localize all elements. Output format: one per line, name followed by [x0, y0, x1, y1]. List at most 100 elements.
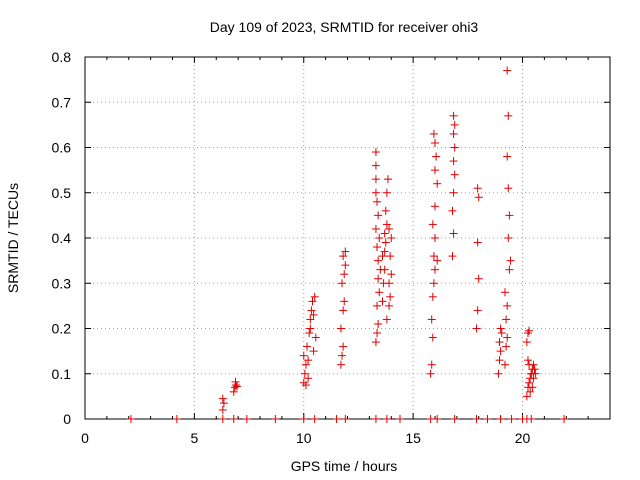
data-point — [336, 324, 345, 333]
data-point — [429, 129, 438, 138]
grid — [85, 57, 610, 419]
data-point — [305, 329, 314, 338]
data-point — [528, 383, 537, 392]
data-point — [450, 170, 459, 179]
data-point — [374, 211, 383, 220]
data-point — [381, 238, 390, 247]
data-point — [526, 387, 535, 396]
data-point — [431, 166, 439, 175]
x-tick-label: 15 — [405, 430, 421, 446]
data-point — [229, 415, 238, 423]
data-point — [522, 338, 531, 347]
data-point — [503, 301, 512, 310]
data-point — [341, 247, 350, 256]
data-point — [382, 188, 391, 197]
y-tick-label: 0.2 — [52, 321, 72, 337]
data-point — [385, 224, 394, 233]
data-point — [371, 415, 380, 423]
x-tick-label: 10 — [296, 430, 312, 446]
data-point — [309, 347, 318, 356]
data-point — [494, 369, 503, 378]
x-tick-label: 0 — [81, 430, 89, 446]
data-point — [472, 324, 481, 333]
data-point — [496, 347, 505, 356]
data-point — [449, 157, 458, 166]
y-tick-label: 0.5 — [52, 185, 72, 201]
data-point — [503, 152, 512, 161]
data-point — [385, 279, 394, 288]
data-point — [450, 120, 459, 129]
data-point — [371, 148, 380, 157]
data-point — [504, 184, 513, 193]
y-tick-label: 0.7 — [52, 94, 72, 110]
data-point — [433, 179, 442, 188]
data-point — [218, 415, 227, 423]
data-point — [381, 206, 390, 215]
data-point — [427, 315, 436, 324]
x-tick-label: 20 — [515, 430, 531, 446]
data-point — [431, 202, 439, 211]
data-point — [450, 143, 459, 152]
data-point — [495, 356, 504, 365]
data-point — [380, 247, 389, 256]
data-point — [339, 252, 348, 261]
y-tick-label: 0.4 — [52, 230, 72, 246]
data-point — [172, 415, 181, 423]
data-point — [387, 234, 396, 242]
data-point — [382, 220, 391, 229]
data-point — [218, 394, 227, 403]
data-point — [560, 415, 569, 423]
data-point — [431, 234, 439, 242]
data-point — [527, 415, 536, 423]
data-point — [503, 66, 512, 75]
data-point — [433, 256, 442, 265]
x-tick-label: 5 — [190, 430, 198, 446]
data-point — [230, 383, 239, 392]
data-point — [307, 306, 316, 315]
data-point — [382, 315, 391, 324]
data-point — [502, 315, 511, 324]
data-point — [373, 197, 382, 206]
data-point — [504, 111, 513, 120]
data-point — [339, 342, 348, 351]
data-point — [383, 175, 392, 184]
data-point — [496, 415, 505, 423]
data-point — [338, 279, 347, 288]
data-point — [340, 297, 349, 306]
data-point — [332, 415, 341, 423]
data-point — [507, 415, 516, 423]
data-point — [371, 161, 380, 170]
data-point — [386, 252, 395, 261]
data-point — [311, 333, 320, 342]
data-point — [126, 415, 135, 423]
data-point — [378, 297, 387, 306]
data-point — [428, 220, 437, 229]
data-point — [432, 152, 441, 161]
data-point — [336, 360, 345, 369]
chart-title: Day 109 of 2023, SRMTID for receiver ohi… — [210, 19, 479, 35]
data-point — [483, 415, 492, 423]
data-point — [525, 378, 534, 387]
data-point — [338, 351, 347, 360]
data-point — [299, 378, 308, 387]
x-axis-label: GPS time / hours — [291, 458, 398, 474]
data-point — [306, 324, 315, 333]
data-point — [529, 374, 538, 383]
data-point — [387, 270, 396, 279]
data-point — [474, 274, 483, 283]
data-point — [429, 279, 438, 288]
data-point — [385, 301, 394, 310]
data-point — [373, 301, 382, 310]
data-point — [426, 369, 435, 378]
y-tick-label: 0.8 — [52, 49, 72, 65]
y-tick-label: 0.1 — [52, 366, 72, 382]
data-point — [375, 288, 384, 297]
data-point — [341, 415, 350, 423]
data-point — [474, 193, 483, 202]
data-point — [473, 306, 482, 315]
data-point — [433, 415, 442, 423]
data-point — [523, 356, 532, 365]
data-point — [299, 415, 308, 423]
y-tick-label: 0.6 — [52, 140, 72, 156]
data-point — [496, 324, 505, 333]
